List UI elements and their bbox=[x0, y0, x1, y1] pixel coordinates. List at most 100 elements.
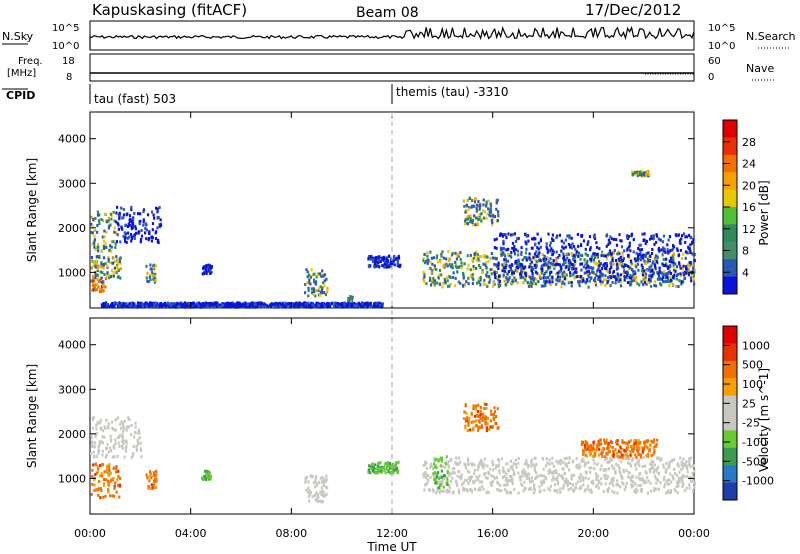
range-gate-cell bbox=[679, 266, 682, 270]
range-gate-cell bbox=[182, 305, 185, 308]
range-gate-cell bbox=[522, 281, 525, 285]
range-gate-cell bbox=[466, 267, 469, 271]
range-gate-cell bbox=[105, 245, 108, 249]
range-gate-cell bbox=[587, 461, 590, 465]
range-gate-cell bbox=[441, 285, 444, 289]
range-gate-cell bbox=[107, 219, 110, 223]
range-gate-cell bbox=[630, 276, 633, 280]
range-gate-cell bbox=[307, 286, 310, 290]
range-gate-cell bbox=[130, 220, 133, 223]
range-gate-cell bbox=[677, 253, 680, 257]
range-gate-cell bbox=[450, 480, 453, 484]
range-gate-cell bbox=[507, 270, 510, 274]
range-gate-cell bbox=[500, 252, 503, 256]
range-gate-cell bbox=[611, 441, 614, 444]
range-gate-cell bbox=[467, 462, 470, 466]
range-gate-cell bbox=[622, 453, 625, 457]
range-gate-cell bbox=[556, 480, 560, 484]
range-gate-cell bbox=[298, 302, 301, 306]
range-gate-cell bbox=[463, 462, 466, 466]
range-gate-cell bbox=[107, 256, 110, 259]
range-gate-cell bbox=[371, 464, 374, 468]
range-gate-cell bbox=[492, 412, 495, 416]
range-gate-cell bbox=[559, 265, 562, 269]
range-gate-cell bbox=[616, 491, 619, 495]
range-gate-cell bbox=[531, 246, 534, 250]
range-gate-cell bbox=[656, 271, 659, 274]
range-gate-cell bbox=[594, 261, 597, 265]
range-gate-cell bbox=[514, 458, 517, 462]
range-gate-cell bbox=[551, 237, 554, 241]
range-gate-cell bbox=[582, 239, 585, 243]
range-gate-cell bbox=[662, 465, 665, 469]
range-gate-cell bbox=[650, 269, 653, 272]
range-gate-cell bbox=[178, 304, 181, 308]
range-gate-cell bbox=[118, 483, 122, 487]
range-gate-cell bbox=[580, 262, 583, 266]
range-gate-cell bbox=[498, 274, 501, 278]
range-gate-cell bbox=[590, 466, 593, 470]
range-gate-cell bbox=[434, 279, 437, 283]
range-gate-cell bbox=[558, 279, 562, 283]
range-gate-cell bbox=[350, 303, 353, 307]
range-gate-cell bbox=[483, 278, 486, 282]
range-gate-cell bbox=[307, 301, 310, 305]
range-gate-cell bbox=[633, 172, 636, 176]
range-gate-cell bbox=[675, 234, 678, 238]
range-gate-cell bbox=[316, 274, 320, 278]
range-gate-cell bbox=[664, 276, 667, 280]
range-gate-cell bbox=[151, 222, 155, 226]
range-gate-cell bbox=[144, 227, 147, 230]
x-tick-label: 00:00 bbox=[74, 527, 106, 540]
range-gate-cell bbox=[503, 475, 506, 478]
range-gate-cell bbox=[116, 258, 119, 262]
range-gate-cell bbox=[435, 473, 438, 477]
range-gate-cell bbox=[513, 487, 516, 491]
range-gate-cell bbox=[469, 428, 472, 432]
range-gate-cell bbox=[645, 444, 648, 448]
range-gate-cell bbox=[650, 489, 653, 493]
range-gate-cell bbox=[106, 271, 109, 275]
range-gate-cell bbox=[529, 480, 533, 484]
range-gate-cell bbox=[95, 487, 98, 491]
range-gate-cell bbox=[206, 469, 209, 473]
range-gate-cell bbox=[668, 270, 671, 274]
range-gate-cell bbox=[606, 475, 609, 479]
range-gate-cell bbox=[130, 456, 133, 460]
range-gate-cell bbox=[561, 245, 564, 249]
range-gate-cell bbox=[603, 474, 606, 478]
range-gate-cell bbox=[598, 447, 601, 451]
range-gate-cell bbox=[120, 302, 124, 306]
range-gate-cell bbox=[549, 241, 552, 245]
range-gate-cell bbox=[397, 256, 401, 260]
range-gate-cell bbox=[578, 466, 581, 470]
range-gate-cell bbox=[432, 488, 435, 492]
range-gate-cell bbox=[672, 263, 675, 267]
range-gate-cell bbox=[132, 452, 135, 455]
range-gate-cell bbox=[693, 282, 696, 286]
range-gate-cell bbox=[632, 273, 635, 276]
range-gate-cell bbox=[477, 199, 480, 203]
range-gate-cell bbox=[627, 475, 630, 479]
range-gate-cell bbox=[166, 301, 169, 305]
range-gate-cell bbox=[506, 259, 510, 263]
range-gate-cell bbox=[605, 477, 608, 481]
range-gate-cell bbox=[650, 454, 653, 457]
range-gate-cell bbox=[499, 232, 502, 236]
range-gate-cell bbox=[530, 458, 534, 462]
range-gate-cell bbox=[657, 479, 660, 482]
range-gate-cell bbox=[582, 265, 585, 269]
range-gate-cell bbox=[90, 288, 93, 292]
range-gate-cell bbox=[582, 459, 585, 463]
range-gate-cell bbox=[301, 304, 304, 308]
range-gate-cell bbox=[589, 265, 592, 269]
range-gate-cell bbox=[316, 493, 320, 497]
range-gate-cell bbox=[134, 227, 137, 231]
range-gate-cell bbox=[547, 487, 550, 491]
range-gate-cell bbox=[578, 487, 581, 491]
range-gate-cell bbox=[425, 282, 428, 286]
range-gate-cell bbox=[372, 256, 375, 260]
range-gate-cell bbox=[92, 463, 95, 467]
range-gate-cell bbox=[682, 273, 686, 277]
range-gate-cell bbox=[509, 254, 512, 258]
